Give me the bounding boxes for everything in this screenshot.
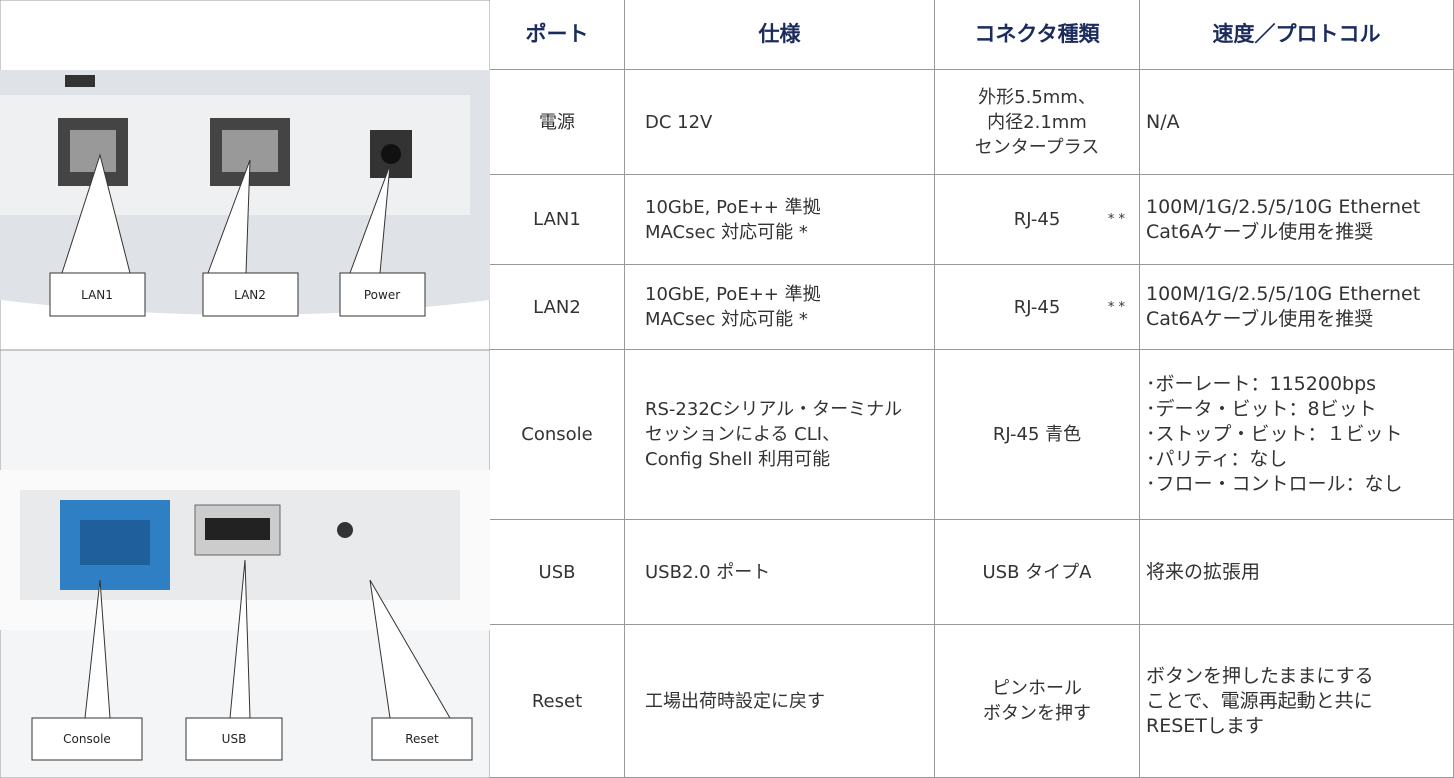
callout-label: Reset <box>405 732 439 746</box>
cell-text: 電源 <box>539 111 575 133</box>
port-photos: LAN1 LAN2 Power Console USB Reset <box>0 0 490 778</box>
cell-text: Cat6Aケーブル使用を推奨 <box>1146 220 1374 243</box>
cell-text: 100M/1G/2.5/5/10G Ethernet <box>1146 283 1421 305</box>
cell-text: 内径2.1mm <box>987 111 1087 133</box>
connector-cell: RJ-45 青色 <box>935 350 1140 520</box>
callout-label: LAN2 <box>234 288 266 302</box>
cell-text: ボタンを押す <box>983 703 1091 724</box>
cell-text: 100M/1G/2.5/5/10G Ethernet <box>1146 195 1421 218</box>
cell-text: Console <box>521 424 593 445</box>
spec-cell: USB2.0 ポート <box>625 520 935 625</box>
callout-label: USB <box>222 732 247 746</box>
cell-text: 将来の拡張用 <box>1146 560 1261 583</box>
cell-text: LAN1 <box>533 209 581 230</box>
callout-label: Power <box>364 288 400 302</box>
port-cell: LAN1 <box>490 175 625 265</box>
note-mark: * * <box>1107 212 1125 227</box>
spec-cell: 10GbE, PoE++ 準拠 MACsec 対応可能 * <box>625 265 935 350</box>
cell-text: セッションによる CLI、 <box>645 424 841 445</box>
connector-cell: ピンホールボタンを押す <box>935 625 1140 778</box>
cell-text: ･ボーレート：115200bps <box>1146 373 1377 395</box>
spec-cell: 工場出荷時設定に戻す <box>625 625 935 778</box>
port-cell: Reset <box>490 625 625 778</box>
usb-port <box>205 518 270 540</box>
cell-text: DC 12V <box>645 111 713 133</box>
cell-text: ･ストップ・ビット：１ビット <box>1146 423 1403 445</box>
cell-text: センタープラス <box>974 136 1100 158</box>
cell-text: RJ-45 <box>1013 209 1061 230</box>
cell-text: USB2.0 ポート <box>645 561 771 583</box>
speed-cell: ･ボーレート：115200bps ･データ・ビット：8ビット ･ストップ・ビット：１… <box>1140 350 1454 520</box>
cell-text: ･パリティ：なし <box>1146 448 1288 470</box>
connector-cell: 外形5.5mm、 内径2.1mm センタープラス <box>935 70 1140 175</box>
connector-cell: RJ-45 * * <box>935 265 1140 350</box>
spec-cell: RS-232Cシリアル・ターミナル セッションによる CLI、 Config She… <box>625 350 935 520</box>
spec-cell: DC 12V <box>625 70 935 175</box>
port-cell: Console <box>490 350 625 520</box>
cell-text: MACsec 対応可能 * <box>645 309 808 330</box>
cell-text: Cat6Aケーブル使用を推奨 <box>1146 308 1374 330</box>
cell-text: USB <box>538 561 576 583</box>
callout-label: Console <box>63 732 111 746</box>
cell-text: 速度／プロトコル <box>1212 22 1381 46</box>
cell-text: ピンホール <box>992 678 1082 699</box>
cell-text: RS-232Cシリアル・ターミナル <box>645 399 903 420</box>
speed-cell: ボタンを押したままにする ことで、電源再起動と共に RESETします <box>1140 625 1454 778</box>
cell-text: ポート <box>525 22 589 46</box>
cell-text: 工場出荷時設定に戻す <box>645 690 825 712</box>
spec-cell: 10GbE, PoE++ 準拠 MACsec 対応可能 * <box>625 175 935 265</box>
speed-cell: 100M/1G/2.5/5/10G Ethernet Cat6Aケーブル使用を推奨 <box>1140 265 1454 350</box>
cell-text: Reset <box>531 690 583 712</box>
cell-text: 10GbE, PoE++ 準拠 <box>645 284 821 305</box>
callout-label: LAN1 <box>81 288 113 302</box>
cell-text: RJ-45 青色 <box>992 424 1082 445</box>
header-cell: コネクタ種類 <box>935 0 1140 70</box>
connector-cell: USB タイプA <box>935 520 1140 625</box>
header-cell: ポート <box>490 0 625 70</box>
cell-text: 10GbE, PoE++ 準拠 <box>645 196 821 218</box>
speed-cell: 100M/1G/2.5/5/10G Ethernet Cat6Aケーブル使用を推奨 <box>1140 175 1454 265</box>
cell-text: ことで、電源再起動と共に <box>1146 689 1373 712</box>
port-cell: USB <box>490 520 625 625</box>
reset-hole <box>337 522 353 538</box>
cell-text: RJ-45 <box>1013 296 1061 318</box>
cell-text: LAN2 <box>533 296 581 318</box>
header-cell: 仕様 <box>625 0 935 70</box>
cell-text: ･フロー・コントロール：なし <box>1146 473 1403 495</box>
port-cell: 電源 <box>490 70 625 175</box>
cell-text: コネクタ種類 <box>974 22 1100 46</box>
cell-text: 外形5.5mm、 <box>978 86 1096 108</box>
cell-text: USB タイプA <box>982 561 1092 583</box>
speed-cell: 将来の拡張用 <box>1140 520 1454 625</box>
cell-text: Config Shell 利用可能 <box>645 449 831 470</box>
cell-text: N/A <box>1146 110 1180 133</box>
cell-text: RESETします <box>1146 714 1264 737</box>
cell-text: ボタンを押したままにする <box>1146 664 1374 687</box>
cell-text: 仕様 <box>758 22 801 46</box>
header-cell: 速度／プロトコル <box>1140 0 1454 70</box>
cell-text: ･データ・ビット：8ビット <box>1146 398 1377 420</box>
note-mark: * * <box>1107 299 1125 315</box>
connector-cell: RJ-45 * * <box>935 175 1140 265</box>
port-cell: LAN2 <box>490 265 625 350</box>
speed-cell: N/A <box>1140 70 1454 175</box>
cell-text: MACsec 対応可能 * <box>645 221 808 243</box>
